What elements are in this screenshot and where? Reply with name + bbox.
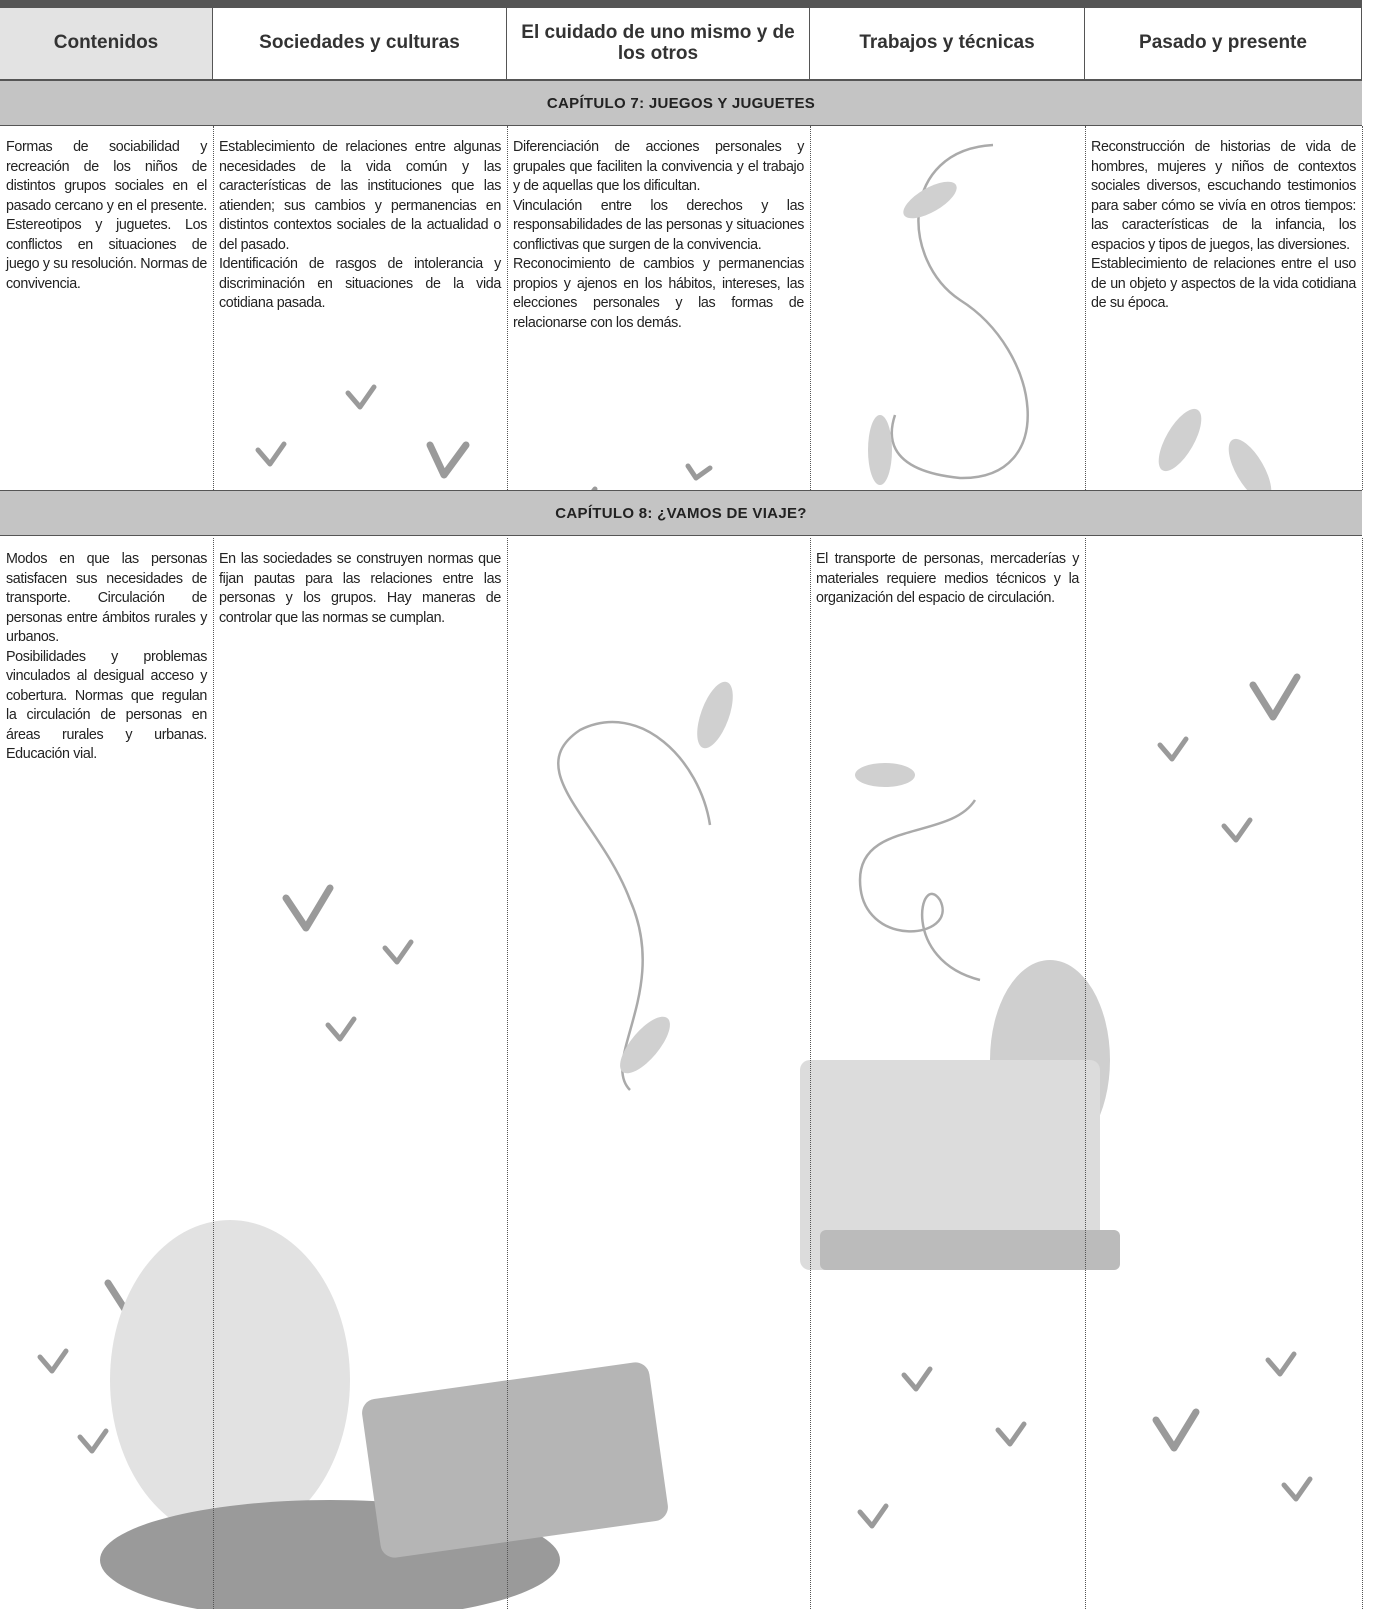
table-cell: El transporte de personas, mercaderías y…	[810, 550, 1085, 609]
chapter-title: CAPÍTULO 8: ¿VAMOS DE VIAJE?	[0, 490, 1362, 536]
column-header: El cuidado de uno mismo y de los otros	[507, 8, 810, 80]
cell-paragraph: Posibilidades y problemas vinculados al …	[6, 648, 207, 763]
chapter-title: CAPÍTULO 7: JUEGOS Y JUGUETES	[0, 80, 1362, 126]
table-cell: Diferenciación de acciones personales y …	[507, 138, 810, 333]
column-divider	[1362, 126, 1363, 490]
cell-paragraph: El transporte de personas, mercaderías y…	[816, 551, 1079, 606]
column-divider	[213, 126, 214, 490]
table-cell: En las sociedades se construyen normas q…	[213, 550, 507, 628]
table-cell: Formas de sociabilidad y recreación de l…	[0, 138, 213, 294]
cell-paragraph: En las sociedades se construyen normas q…	[219, 551, 501, 626]
top-bar	[0, 0, 1362, 8]
cell-paragraph: Establecimiento de relaciones entre algu…	[219, 139, 501, 253]
column-divider	[1362, 538, 1363, 1609]
column-divider	[507, 126, 508, 490]
cell-paragraph: Formas de sociabilidad y recreación de l…	[6, 139, 207, 292]
cell-paragraph: Vinculación entre los derechos y las res…	[513, 197, 804, 253]
cell-paragraph: Reconstrucción de historias de vida de h…	[1091, 139, 1356, 253]
column-header: Trabajos y técnicas	[810, 8, 1085, 80]
cell-paragraph: Establecimiento de relaciones entre el u…	[1091, 256, 1356, 311]
column-divider	[810, 538, 811, 1609]
table-cell: Establecimiento de relaciones entre algu…	[213, 138, 507, 314]
cell-paragraph: Reconocimiento de cambios y permanencias…	[513, 256, 804, 331]
column-divider	[213, 538, 214, 1609]
column-divider	[1085, 126, 1086, 490]
column-divider	[810, 126, 811, 490]
column-header: Pasado y presente	[1085, 8, 1362, 80]
characters	[100, 960, 1120, 1609]
column-divider	[1085, 538, 1086, 1609]
cell-paragraph: Identificación de rasgos de intolerancia…	[219, 256, 501, 311]
cell-paragraph: Modos en que las personas satisfacen sus…	[6, 551, 207, 645]
column-divider	[507, 538, 508, 1609]
table-cell: Reconstrucción de historias de vida de h…	[1085, 138, 1362, 314]
table-cell: Modos en que las personas satisfacen sus…	[0, 550, 213, 765]
column-header: Contenidos	[0, 8, 213, 80]
column-header: Sociedades y culturas	[213, 8, 507, 80]
cell-paragraph: Diferenciación de acciones personales y …	[513, 139, 804, 194]
